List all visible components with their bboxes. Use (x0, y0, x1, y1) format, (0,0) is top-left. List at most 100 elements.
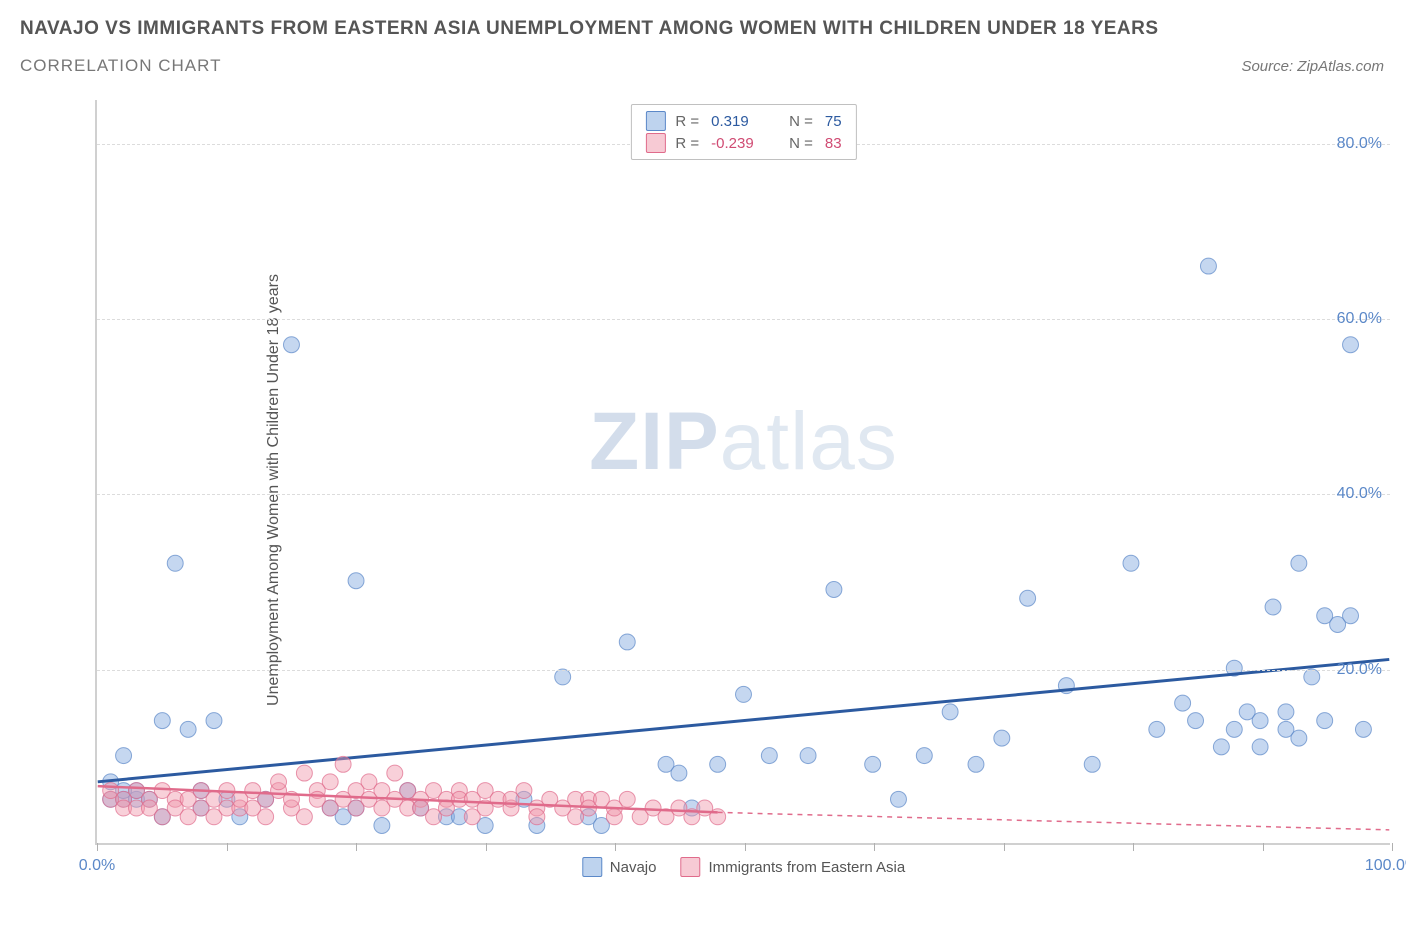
legend-item-immigrants: Immigrants from Eastern Asia (680, 857, 905, 877)
x-tick-mark (615, 843, 616, 851)
scatter-point (1291, 555, 1307, 571)
scatter-point (348, 573, 364, 589)
scatter-point (891, 791, 907, 807)
scatter-point (1252, 739, 1268, 755)
r-label: R = (675, 135, 699, 152)
y-tick-label: 60.0% (1337, 310, 1382, 328)
scatter-point (619, 634, 635, 650)
x-tick-mark (486, 843, 487, 851)
x-tick-mark (874, 843, 875, 851)
scatter-point (1123, 555, 1139, 571)
x-tick-label: 0.0% (79, 857, 115, 875)
scatter-point (555, 669, 571, 685)
scatter-point (994, 730, 1010, 746)
legend-label-immigrants: Immigrants from Eastern Asia (708, 859, 905, 876)
n-label: N = (789, 135, 813, 152)
scatter-point (167, 555, 183, 571)
scatter-point (180, 721, 196, 737)
x-tick-mark (1133, 843, 1134, 851)
x-tick-mark (356, 843, 357, 851)
scatter-point (1020, 590, 1036, 606)
scatter-point (671, 765, 687, 781)
scatter-point (1355, 721, 1371, 737)
r-value-navajo: 0.319 (711, 113, 763, 130)
scatter-point (1343, 608, 1359, 624)
series-legend: Navajo Immigrants from Eastern Asia (582, 857, 905, 877)
x-tick-mark (227, 843, 228, 851)
scatter-point (516, 783, 532, 799)
n-label: N = (789, 113, 813, 130)
x-tick-mark (97, 843, 98, 851)
stats-row-immigrants: R = -0.239 N = 83 (645, 133, 841, 153)
scatter-point (529, 809, 545, 825)
scatter-point (154, 713, 170, 729)
chart-container: NAVAJO VS IMMIGRANTS FROM EASTERN ASIA U… (0, 0, 1406, 930)
chart-area: Unemployment Among Women with Children U… (50, 100, 1390, 880)
scatter-point (258, 809, 274, 825)
r-value-immigrants: -0.239 (711, 135, 763, 152)
title-area: NAVAJO VS IMMIGRANTS FROM EASTERN ASIA U… (0, 0, 1406, 76)
scatter-point (1226, 721, 1242, 737)
scatter-point (116, 748, 132, 764)
chart-title: NAVAJO VS IMMIGRANTS FROM EASTERN ASIA U… (20, 18, 1386, 40)
scatter-point (710, 756, 726, 772)
scatter-point (296, 809, 312, 825)
scatter-point (1291, 730, 1307, 746)
x-tick-mark (1392, 843, 1393, 851)
scatter-point (271, 774, 287, 790)
n-value-navajo: 75 (825, 113, 842, 130)
gridline (97, 670, 1390, 671)
scatter-point (1084, 756, 1100, 772)
x-tick-mark (1004, 843, 1005, 851)
scatter-point (736, 686, 752, 702)
scatter-point (1265, 599, 1281, 615)
scatter-point (619, 791, 635, 807)
gridline (97, 319, 1390, 320)
scatter-point (283, 337, 299, 353)
chart-subtitle: CORRELATION CHART (20, 56, 1386, 76)
swatch-icon (582, 857, 602, 877)
scatter-point (1200, 258, 1216, 274)
y-tick-label: 20.0% (1337, 661, 1382, 679)
scatter-point (1278, 704, 1294, 720)
scatter-point (800, 748, 816, 764)
gridline (97, 494, 1390, 495)
scatter-point (1175, 695, 1191, 711)
scatter-point (296, 765, 312, 781)
scatter-point (374, 818, 390, 834)
scatter-point (968, 756, 984, 772)
scatter-point (1213, 739, 1229, 755)
plot-svg (97, 100, 1390, 843)
scatter-point (826, 582, 842, 598)
n-value-immigrants: 83 (825, 135, 842, 152)
y-tick-label: 80.0% (1337, 135, 1382, 153)
scatter-point (387, 765, 403, 781)
swatch-icon (645, 111, 665, 131)
scatter-point (1317, 713, 1333, 729)
source-attribution: Source: ZipAtlas.com (1241, 58, 1384, 75)
legend-item-navajo: Navajo (582, 857, 657, 877)
scatter-point (206, 713, 222, 729)
scatter-point (1252, 713, 1268, 729)
scatter-point (1149, 721, 1165, 737)
x-tick-mark (1263, 843, 1264, 851)
legend-label-navajo: Navajo (610, 859, 657, 876)
scatter-point (916, 748, 932, 764)
plot-region: ZIPatlas R = 0.319 N = 75 R = -0.239 N =… (95, 100, 1390, 845)
stats-legend: R = 0.319 N = 75 R = -0.239 N = 83 (630, 104, 856, 160)
scatter-point (1188, 713, 1204, 729)
scatter-point (335, 756, 351, 772)
scatter-point (942, 704, 958, 720)
scatter-point (1304, 669, 1320, 685)
swatch-icon (680, 857, 700, 877)
trend-line-dashed (718, 812, 1390, 829)
swatch-icon (645, 133, 665, 153)
scatter-point (865, 756, 881, 772)
x-tick-label: 100.0% (1365, 857, 1406, 875)
r-label: R = (675, 113, 699, 130)
scatter-point (322, 774, 338, 790)
y-tick-label: 40.0% (1337, 485, 1382, 503)
scatter-point (1343, 337, 1359, 353)
scatter-point (761, 748, 777, 764)
stats-row-navajo: R = 0.319 N = 75 (645, 111, 841, 131)
